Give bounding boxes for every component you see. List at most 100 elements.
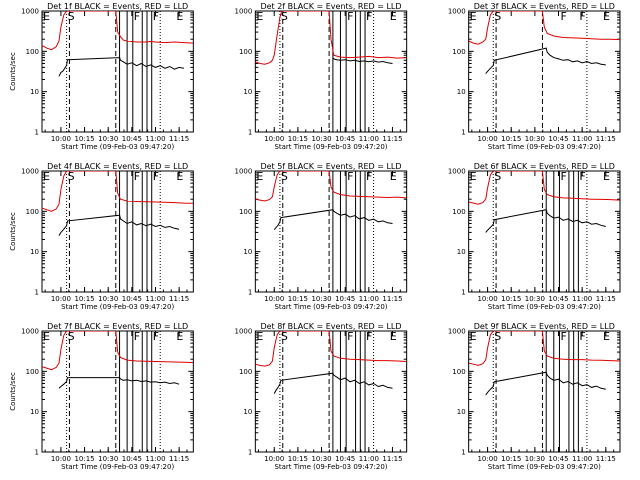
event-marker-label: E — [43, 170, 50, 183]
event-marker-label: E — [43, 330, 50, 343]
plot-frame — [468, 170, 621, 293]
lld-series-line — [255, 171, 407, 202]
y-tick-label: 1 — [35, 289, 39, 297]
x-tick-label: 10:15 — [288, 135, 308, 143]
events-series-line — [273, 372, 393, 394]
y-tick-label: 1 — [248, 449, 252, 457]
y-tick-label: 10 — [30, 88, 39, 96]
y-tick-label: 10 — [243, 88, 252, 96]
y-tick-label: 1 — [35, 129, 39, 137]
x-tick-label: 10:30 — [525, 135, 545, 143]
chart-panel-5: Det 5f BLACK = Events, RED = LLD 1 10 100 10… — [235, 162, 408, 311]
event-marker-label: E — [603, 330, 610, 343]
chart-title: Det 1f BLACK = Events, RED = LLD — [47, 2, 188, 11]
x-axis-label: Start Time (09-Feb-03 09:47:20) — [488, 303, 601, 311]
events-series-line — [485, 209, 606, 233]
lld-series-line — [255, 331, 407, 367]
event-marker-label: F — [560, 170, 566, 183]
x-tick-label: 10:45 — [122, 455, 142, 463]
event-marker-label: S — [494, 170, 501, 183]
y-tick-label: 1000 — [448, 328, 466, 336]
event-marker-label: S — [494, 330, 501, 343]
y-tick-label: 1 — [461, 129, 465, 137]
event-marker-label: F — [579, 170, 585, 183]
y-tick-label: 10 — [30, 408, 39, 416]
chart-panel-7: Det 7f BLACK = Events, RED = LLD 1 10 100 10… — [9, 322, 194, 471]
event-marker-label: E — [390, 10, 397, 23]
events-series-line — [485, 371, 606, 396]
chart-title: Det 7f BLACK = Events, RED = LLD — [47, 322, 188, 331]
y-tick-label: 10 — [457, 408, 466, 416]
x-tick-label: 10:00 — [264, 455, 284, 463]
x-tick-label: 10:00 — [477, 135, 497, 143]
event-marker-label: F — [153, 170, 159, 183]
event-marker-label: S — [281, 10, 288, 23]
event-marker-label: S — [68, 170, 75, 183]
y-tick-label: 10 — [457, 88, 466, 96]
x-tick-label: 11:00 — [572, 295, 592, 303]
x-tick-label: 10:15 — [288, 295, 308, 303]
x-tick-label: 11:15 — [596, 295, 616, 303]
y-tick-label: 100 — [26, 368, 39, 376]
x-axis-label: Start Time (09-Feb-03 09:47:20) — [61, 143, 174, 151]
event-marker-label: F — [366, 170, 372, 183]
chart-panel-9: Det 9f BLACK = Events, RED = LLD 1 10 100 10… — [448, 322, 621, 471]
x-axis-label: Start Time (09-Feb-03 09:47:20) — [488, 463, 601, 471]
y-tick-label: 100 — [452, 368, 465, 376]
plot-frame — [254, 330, 408, 453]
x-axis-label: Start Time (09-Feb-03 09:47:20) — [274, 143, 387, 151]
x-tick-label: 10:00 — [477, 455, 497, 463]
chart-title: Det 6f BLACK = Events, RED = LLD — [474, 162, 615, 171]
y-tick-label: 100 — [452, 208, 465, 216]
x-tick-label: 10:00 — [51, 135, 71, 143]
event-marker-label: F — [347, 10, 353, 23]
event-marker-label: F — [347, 170, 353, 183]
chart-panel-8: Det 8f BLACK = Events, RED = LLD 1 10 100 10… — [235, 322, 408, 471]
x-tick-label: 10:30 — [311, 455, 331, 463]
y-axis-label: Counts/sec — [9, 52, 17, 91]
plot-frame — [468, 330, 621, 453]
lld-series-line — [468, 11, 620, 45]
event-marker-label: E — [470, 170, 477, 183]
y-tick-label: 1 — [248, 129, 252, 137]
y-tick-label: 10 — [243, 408, 252, 416]
x-tick-label: 11:15 — [596, 455, 616, 463]
plot-frame — [468, 10, 621, 133]
y-tick-label: 1000 — [235, 8, 253, 16]
x-tick-label: 10:45 — [548, 455, 568, 463]
event-marker-label: F — [366, 330, 372, 343]
chart-title: Det 5f BLACK = Events, RED = LLD — [260, 162, 401, 171]
y-tick-label: 1000 — [448, 8, 466, 16]
y-tick-label: 1 — [461, 449, 465, 457]
lld-series-line — [42, 331, 194, 371]
events-series-line — [58, 377, 180, 389]
event-marker-label: E — [256, 330, 263, 343]
event-marker-label: E — [390, 330, 397, 343]
event-marker-label: S — [494, 10, 501, 23]
x-axis-label: Start Time (09-Feb-03 09:47:20) — [61, 463, 174, 471]
y-tick-label: 100 — [239, 368, 252, 376]
plot-frame — [41, 170, 194, 293]
event-marker-label: E — [470, 10, 477, 23]
y-tick-label: 1000 — [21, 168, 39, 176]
x-tick-label: 10:45 — [122, 295, 142, 303]
y-tick-label: 1000 — [448, 168, 466, 176]
plot-frame — [41, 10, 194, 133]
chart-panel-3: Det 3f BLACK = Events, RED = LLD 1 10 100 10… — [448, 2, 621, 151]
event-marker-label: E — [603, 170, 610, 183]
event-marker-label: F — [579, 10, 585, 23]
x-axis-label: Start Time (09-Feb-03 09:47:20) — [274, 463, 387, 471]
event-marker-label: E — [603, 10, 610, 23]
events-series-line — [58, 57, 184, 77]
y-axis-label: Counts/sec — [9, 212, 17, 251]
event-marker-label: E — [43, 10, 50, 23]
x-tick-label: 10:00 — [477, 295, 497, 303]
lld-series-line — [255, 11, 407, 65]
chart-title: Det 8f BLACK = Events, RED = LLD — [260, 322, 401, 331]
y-tick-label: 100 — [239, 208, 252, 216]
x-tick-label: 10:15 — [74, 295, 94, 303]
chart-panel-4: Det 4f BLACK = Events, RED = LLD 1 10 100 10… — [9, 162, 194, 311]
x-tick-label: 10:00 — [264, 135, 284, 143]
event-marker-label: E — [176, 330, 183, 343]
